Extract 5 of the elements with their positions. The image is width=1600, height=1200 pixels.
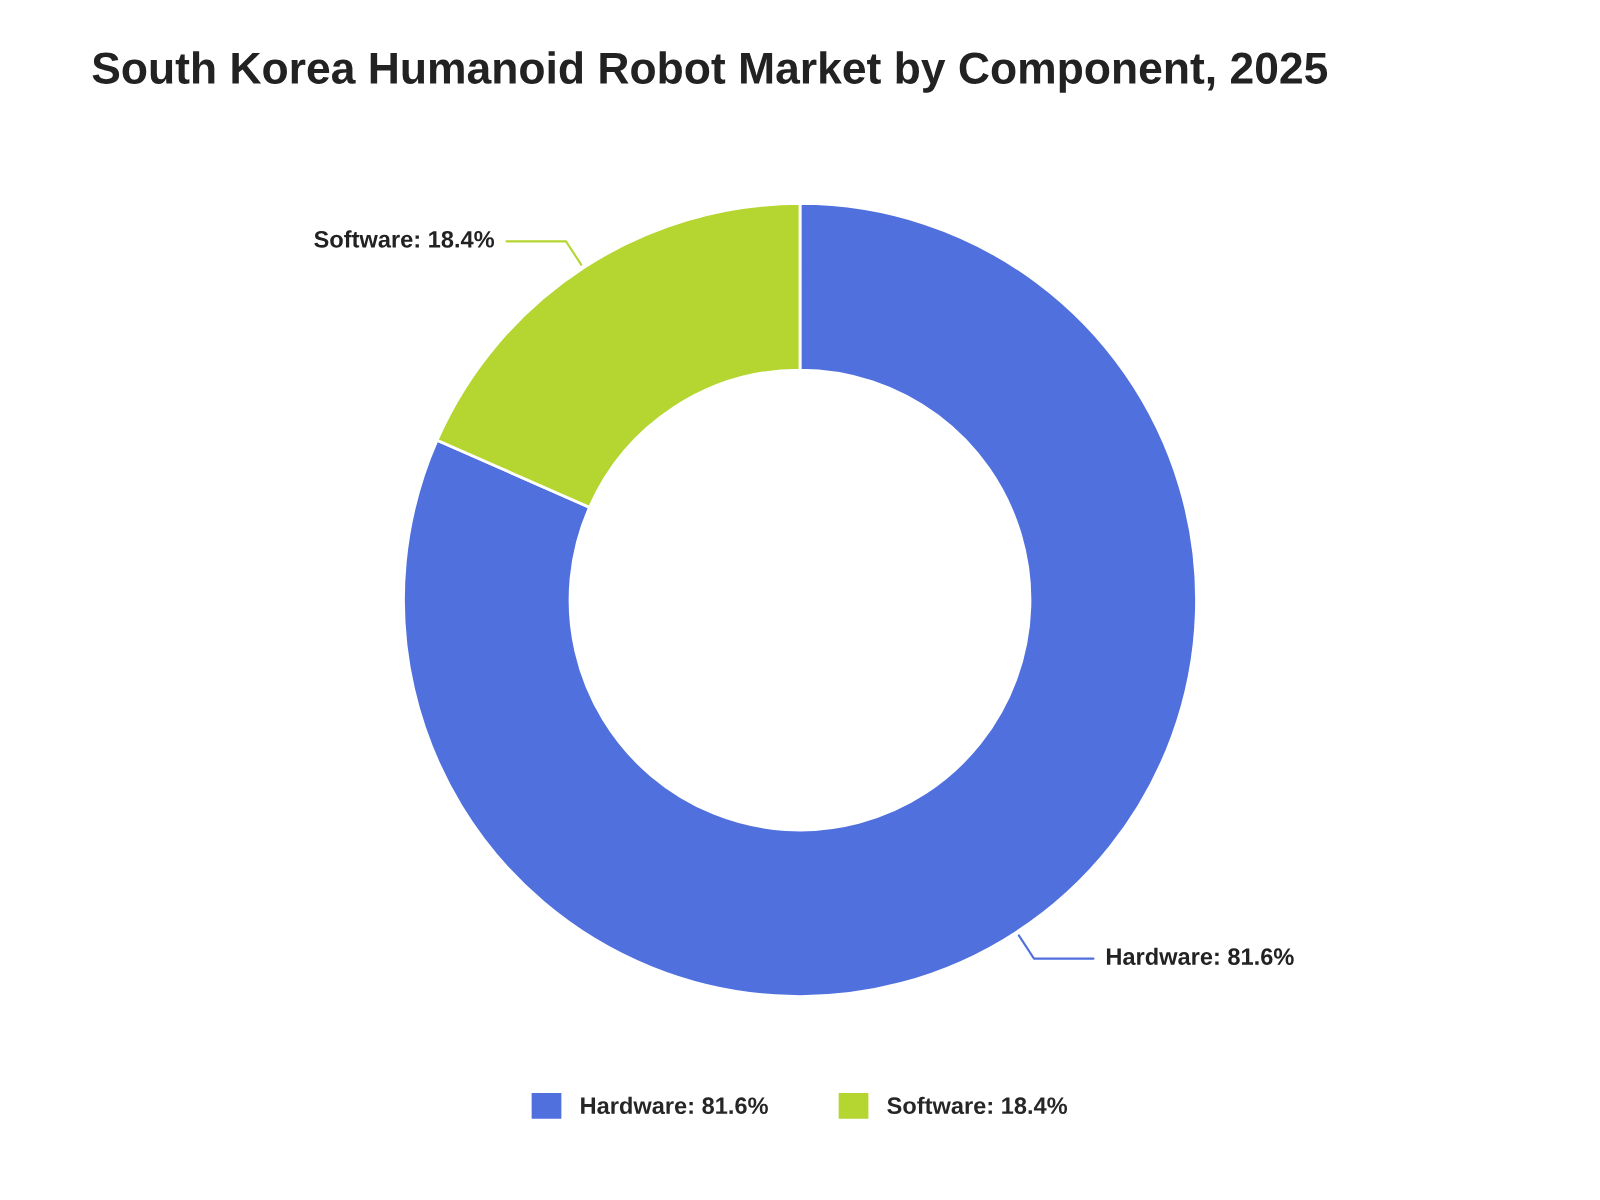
- slice-label: Software: 18.4%: [314, 230, 495, 248]
- slice-label: Hardware: 81.6%: [1106, 947, 1294, 965]
- chart-title: South Korea Humanoid Robot Market by Component, 2025: [92, 51, 1328, 93]
- legend-label: Hardware: 81.6%: [581, 1096, 768, 1115]
- legend-label: Software: 18.4%: [887, 1096, 1068, 1115]
